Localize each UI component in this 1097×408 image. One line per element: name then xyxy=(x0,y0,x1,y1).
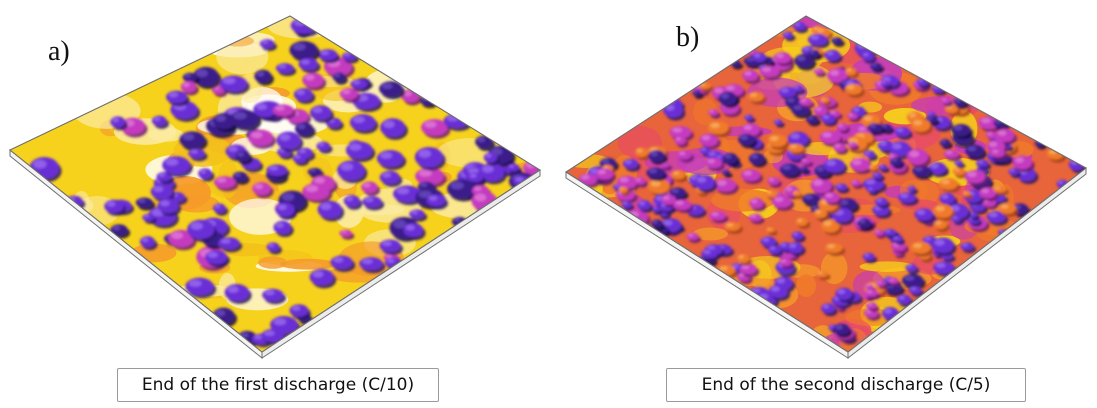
caption-b: End of the second discharge (C/5) xyxy=(666,368,1026,402)
caption-a: End of the first discharge (C/10) xyxy=(117,368,439,402)
panel-label-b: b) xyxy=(676,22,700,53)
surface-render-a xyxy=(8,15,542,360)
panel-a: a) End of the first discharge (C/10) xyxy=(0,0,548,408)
panel-b: b) End of the second discharge (C/5) xyxy=(548,0,1097,408)
panel-label-a: a) xyxy=(48,36,70,67)
surface-render-b xyxy=(564,15,1088,360)
